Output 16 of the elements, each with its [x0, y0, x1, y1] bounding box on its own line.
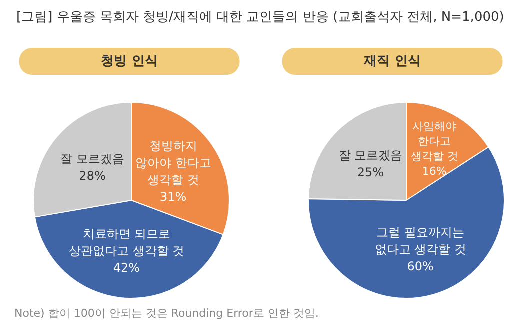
- data-label: 25%: [357, 166, 384, 180]
- slice-label: 청빙하지 않아야 한다고 생각할 것: [135, 138, 212, 187]
- data-label: 28%: [79, 169, 106, 184]
- slice-label: 사임해야 한다고 생각할 것: [410, 120, 458, 163]
- slice-label: 그럴 필요까지는 없다고 생각할 것: [374, 225, 466, 256]
- data-label: 16%: [422, 164, 447, 178]
- slice-label: 잘 모르겠음: [338, 148, 403, 163]
- chart-subtitle: 재직 인식: [363, 54, 421, 69]
- text: Note) 합이 100이 안되는 것은 Rounding Error로 인한 것임.: [14, 307, 319, 320]
- slice-label: 잘 모르겠음: [60, 152, 124, 166]
- data-label: 31%: [160, 190, 187, 204]
- data-label: 42%: [113, 261, 140, 276]
- data-label: 60%: [407, 259, 434, 274]
- chart-subtitle: 청빙 인식: [101, 54, 158, 69]
- slice-label: 치료하면 되므로 상관없다고 생각할 것: [68, 227, 185, 258]
- text: [그림] 우울증 목회자 청빙/재직에 대한 교인들의 반응 (교회출석자 전체, N=1,000): [16, 10, 504, 25]
